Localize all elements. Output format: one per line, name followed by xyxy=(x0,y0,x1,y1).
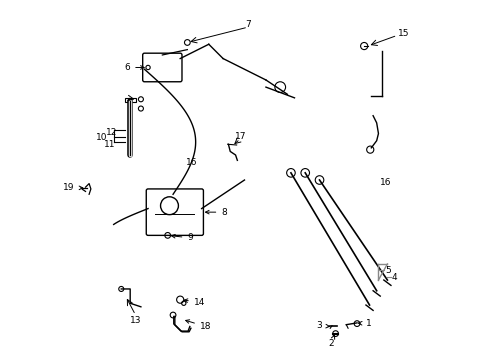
Text: 16: 16 xyxy=(379,178,390,187)
Bar xyxy=(124,98,135,102)
Text: 9: 9 xyxy=(171,233,193,242)
Text: 17: 17 xyxy=(234,131,245,140)
Text: 6: 6 xyxy=(124,63,144,72)
Text: 13: 13 xyxy=(129,316,141,325)
Text: 8: 8 xyxy=(205,208,226,217)
Text: 3: 3 xyxy=(316,321,329,330)
Text: 10: 10 xyxy=(95,133,107,142)
Text: 14: 14 xyxy=(183,298,205,307)
Text: 18: 18 xyxy=(185,320,211,331)
Text: 16: 16 xyxy=(185,158,197,167)
Text: 1: 1 xyxy=(358,319,371,328)
Text: 2: 2 xyxy=(327,335,334,348)
Text: 4: 4 xyxy=(391,273,397,282)
Text: 15: 15 xyxy=(397,29,409,38)
Text: 5: 5 xyxy=(384,266,390,275)
Text: 19: 19 xyxy=(63,183,82,192)
Text: 7: 7 xyxy=(244,20,250,29)
Text: 11: 11 xyxy=(104,140,116,149)
Text: 12: 12 xyxy=(106,129,118,138)
